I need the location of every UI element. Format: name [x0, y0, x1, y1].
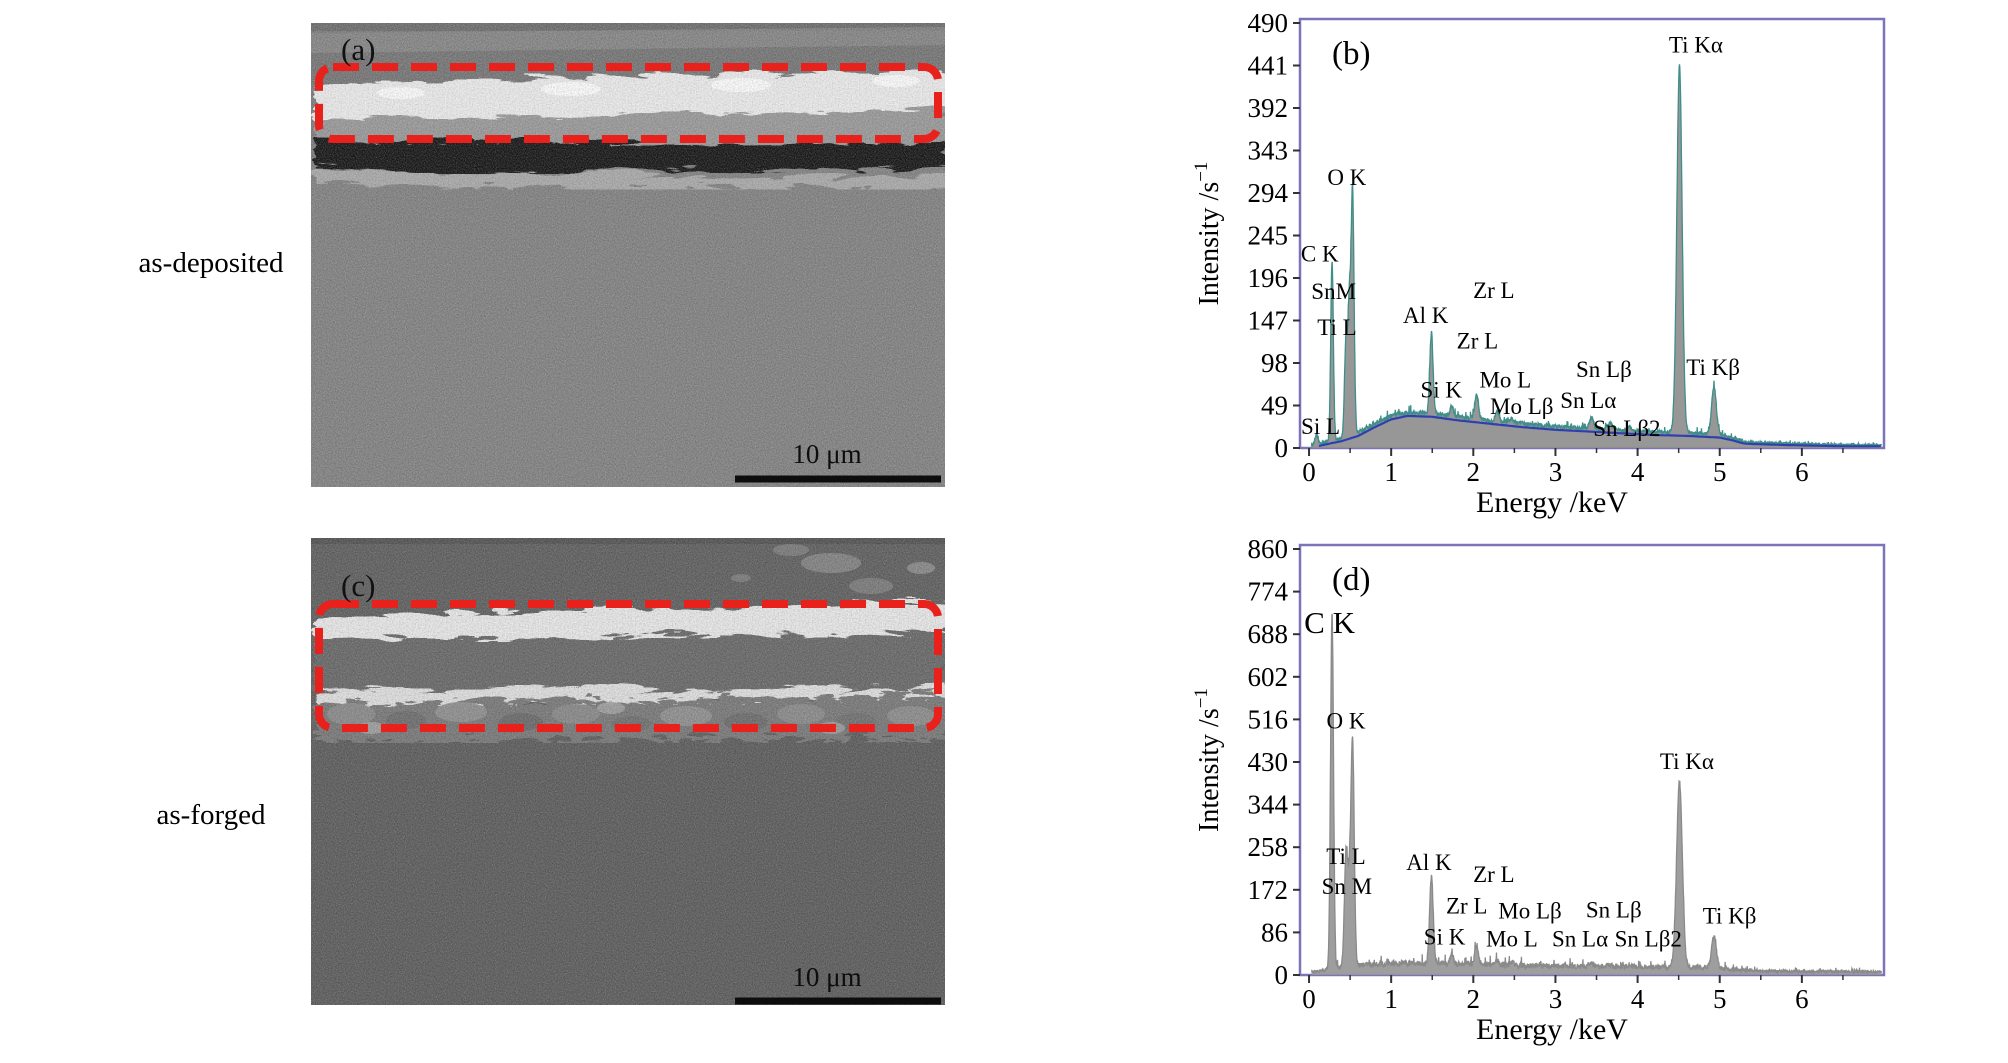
- y-tick-label: 392: [1248, 93, 1289, 123]
- peak-label: Ti Kα: [1660, 749, 1714, 774]
- y-axis-title: Intensity /s−1: [1191, 162, 1225, 306]
- y-tick-label: 0: [1275, 433, 1289, 463]
- peak-label: Sn M: [1322, 874, 1373, 899]
- y-tick-label: 602: [1248, 662, 1289, 692]
- peak-label: Si K: [1421, 378, 1463, 403]
- peak-label: Sn Lβ2: [1615, 926, 1682, 951]
- peak-label: Al K: [1406, 850, 1452, 875]
- roi-dashed-box-c: [315, 600, 942, 732]
- peak-label: Ti L: [1317, 315, 1356, 340]
- peak-label: C K: [1301, 242, 1339, 267]
- scalebar-text-c: 10 μm: [792, 962, 861, 992]
- x-tick-label: 3: [1549, 457, 1563, 487]
- peak-label: Mo L: [1479, 367, 1531, 392]
- eds-spectrum-as-deposited: 0 49 98 147 196 245 294 343 392 441 490 0 1 2 3 4 5 6 Ener…: [1160, 0, 2008, 530]
- peak-label: Ti L: [1326, 844, 1365, 869]
- spectrum-outline: [1310, 613, 1883, 976]
- peak-label: O K: [1327, 708, 1366, 733]
- y-tick-label: 688: [1248, 619, 1289, 649]
- peak-label: Mo Lβ: [1498, 899, 1561, 924]
- peak-label: Si K: [1424, 924, 1466, 949]
- y-tick-label: 860: [1248, 534, 1289, 564]
- x-tick-label: 5: [1713, 457, 1727, 487]
- x-tick-label: 6: [1795, 984, 1809, 1014]
- sem-a-grain-dark: [311, 23, 945, 487]
- peak-label: Ti Kβ: [1686, 355, 1740, 380]
- y-tick-label: 86: [1261, 917, 1288, 947]
- background-fit-line: [1318, 414, 1881, 448]
- peak-label: Sn Lβ2: [1593, 416, 1660, 441]
- peak-label: Si L: [1301, 414, 1340, 439]
- x-tick-label: 0: [1302, 984, 1316, 1014]
- y-tick-label: 294: [1248, 178, 1289, 208]
- x-tick-label: 2: [1467, 984, 1481, 1014]
- peak-label: Zr L: [1446, 894, 1488, 919]
- peak-label: Mo Lβ: [1490, 394, 1553, 419]
- x-tick-label: 0: [1302, 457, 1316, 487]
- peak-label: SnM: [1311, 279, 1356, 304]
- spectrum-plot-d: 0 86 172 258 344 430 516 602 688 774 860 0 1 2 3 4 5 6 Ene…: [1191, 534, 1886, 1046]
- x-axis-title: Energy /keV: [1476, 486, 1628, 519]
- y-tick-label: 258: [1248, 832, 1289, 862]
- sem-image-as-forged: (c) 10 μm: [311, 538, 945, 1005]
- peak-label: Sn Lβ: [1576, 357, 1632, 382]
- axis-box: [1298, 543, 1886, 977]
- peak-label: Zr L: [1457, 328, 1499, 353]
- y-tick-label: 774: [1248, 577, 1289, 607]
- eds-spectrum-as-forged: 0 86 172 258 344 430 516 602 688 774 860 0 1 2 3 4 5 6 Ene…: [1160, 530, 2008, 1063]
- peak-label: C K: [1304, 605, 1355, 640]
- scalebar-text-a: 10 μm: [792, 439, 861, 469]
- sem-image-as-deposited: (a) 10 μm: [311, 23, 945, 487]
- peak-label: Mo L: [1486, 926, 1538, 951]
- panel-letter-b: (b): [1332, 36, 1370, 72]
- spectrum-plot-b: 0 49 98 147 196 245 294 343 392 441 490 0 1 2 3 4 5 6 Ener…: [1191, 8, 1886, 519]
- peak-label: Ti Kβ: [1703, 903, 1757, 928]
- spectrum-outline: [1310, 64, 1883, 448]
- label-as-deposited: as-deposited: [138, 247, 284, 279]
- y-tick-label: 430: [1248, 747, 1289, 777]
- x-tick-label: 1: [1384, 457, 1398, 487]
- peak-label: Zr L: [1473, 278, 1515, 303]
- y-tick-label: 147: [1248, 306, 1289, 336]
- axis-box: [1298, 17, 1886, 450]
- y-tick-label: 343: [1248, 136, 1289, 166]
- x-tick-label: 1: [1384, 984, 1398, 1014]
- peak-label: Zr L: [1473, 862, 1515, 887]
- peak-label: O K: [1327, 165, 1366, 190]
- panel-letter-d: (d): [1332, 562, 1370, 598]
- y-tick-label: 490: [1248, 8, 1289, 38]
- y-tick-label: 49: [1261, 391, 1288, 421]
- x-axis-title: Energy /keV: [1476, 1013, 1628, 1046]
- y-tick-label: 196: [1248, 263, 1289, 293]
- y-tick-label: 0: [1275, 960, 1289, 990]
- y-tick-label: 344: [1248, 790, 1289, 820]
- y-tick-label: 172: [1248, 875, 1289, 905]
- scalebar-a: 10 μm: [735, 439, 941, 483]
- x-tick-label: 6: [1795, 457, 1809, 487]
- peak-label: Al K: [1403, 303, 1449, 328]
- peak-label: Ti Kα: [1669, 32, 1723, 57]
- peak-label: Sn Lβ: [1586, 898, 1642, 923]
- panel-letter-c: (c): [341, 568, 375, 603]
- panel-letter-a: (a): [341, 32, 375, 67]
- x-tick-label: 2: [1467, 457, 1481, 487]
- y-axis-title: Intensity /s−1: [1191, 688, 1225, 832]
- x-tick-label: 5: [1713, 984, 1727, 1014]
- scalebar-c: 10 μm: [735, 962, 941, 1005]
- x-tick-label: 4: [1631, 984, 1645, 1014]
- y-tick-label: 441: [1248, 51, 1289, 81]
- x-tick-label: 3: [1549, 984, 1563, 1014]
- label-as-forged: as-forged: [156, 799, 266, 831]
- peak-label: Sn Lα: [1560, 388, 1616, 413]
- y-tick-label: 98: [1261, 348, 1288, 378]
- y-tick-label: 245: [1248, 221, 1289, 251]
- sem-c-grain-dark: [311, 538, 945, 1005]
- peak-label: Sn Lα: [1552, 926, 1608, 951]
- y-tick-label: 516: [1248, 704, 1289, 734]
- roi-dashed-box-a: [315, 63, 942, 143]
- x-tick-label: 4: [1631, 457, 1645, 487]
